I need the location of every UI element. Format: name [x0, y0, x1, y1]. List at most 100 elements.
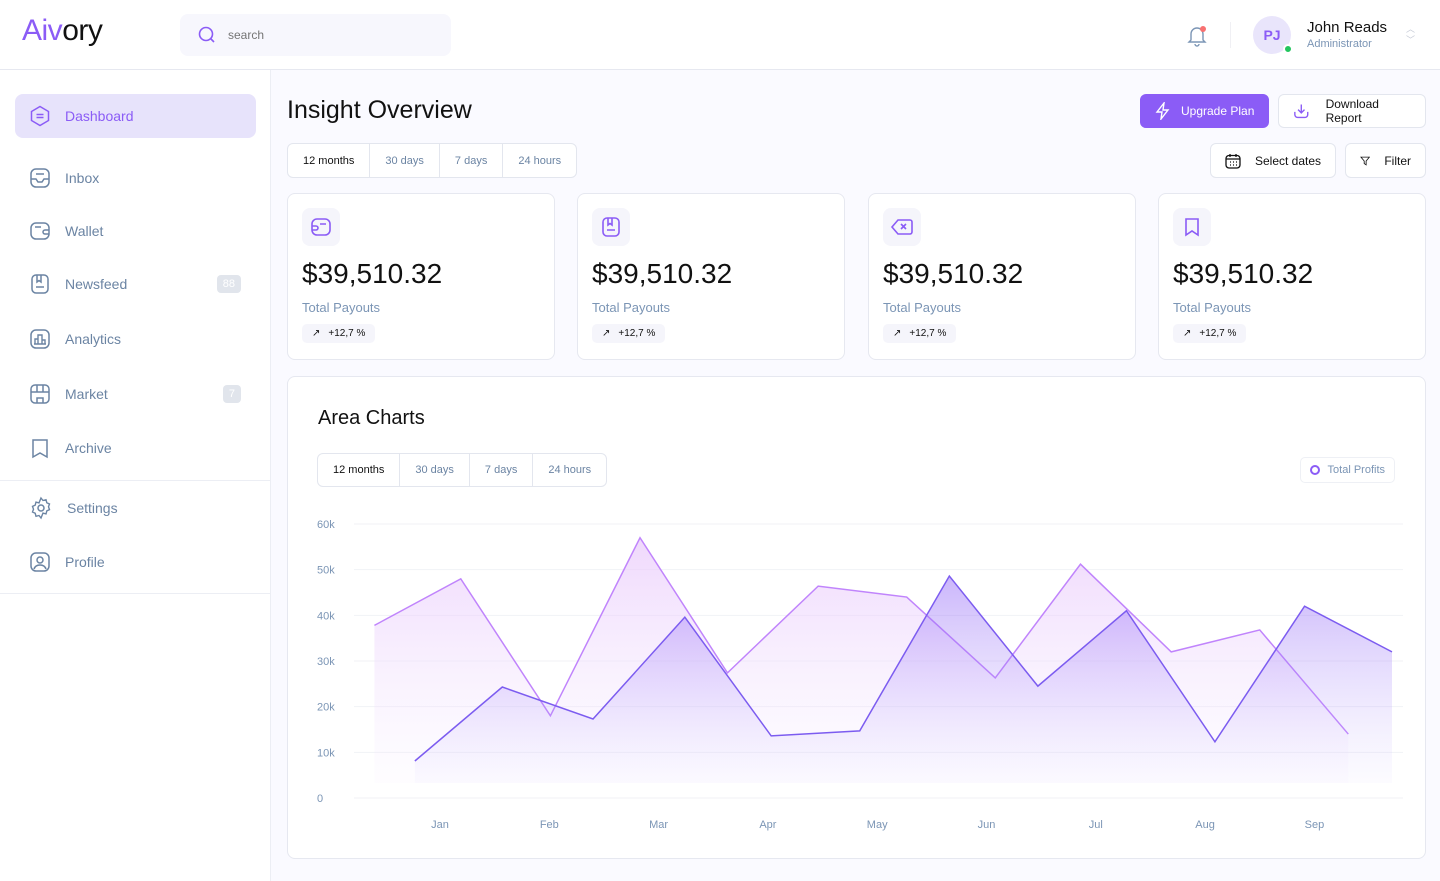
sidebar-item-wallet[interactable]: Wallet [15, 209, 256, 253]
legend-marker [1309, 465, 1320, 475]
download-icon [1294, 104, 1309, 119]
tab-7-days[interactable]: 7 days [438, 144, 502, 177]
x-tick-label: Sep [1305, 819, 1325, 831]
stat-card: $39,510.32 Total Payouts ↗ +12,7 % [1158, 193, 1426, 360]
trend-up-icon: ↗ [1183, 328, 1192, 339]
sidebar-divider [0, 593, 271, 594]
stat-label: Total Payouts [1173, 300, 1252, 315]
clear-tag-icon [883, 208, 921, 246]
y-tick-label: 20k [317, 702, 335, 714]
tab-12-months[interactable]: 12 months [303, 154, 355, 167]
trend-up-icon: ↗ [893, 328, 902, 339]
tab-30-days[interactable]: 30 days [369, 144, 439, 177]
sidebar-item-market[interactable]: Market 7 [15, 372, 256, 416]
stat-value: $39,510.32 [883, 258, 1024, 289]
profile-icon [30, 552, 50, 572]
search-box[interactable] [180, 14, 451, 56]
avatar[interactable]: PJ [1253, 16, 1293, 54]
x-tick-label: Jun [978, 819, 996, 831]
stat-card: $39,510.32 Total Payouts ↗ +12,7 % [577, 193, 845, 360]
calendar-icon [1225, 153, 1241, 169]
trend-up-icon: ↗ [602, 328, 611, 339]
wallet-icon [302, 208, 340, 246]
filter-button[interactable]: Filter [1345, 143, 1426, 178]
tab-7-days[interactable]: 7 days [468, 454, 532, 486]
newsfeed-icon [592, 208, 630, 246]
dashboard-icon [30, 105, 50, 127]
series-light-line [374, 536, 1349, 735]
sidebar-item-inbox[interactable]: Inbox [15, 156, 256, 200]
newsfeed-count-badge: 88 [216, 275, 241, 293]
search-icon [198, 26, 215, 43]
sidebar-item-archive[interactable]: Archive [15, 426, 256, 470]
analytics-icon [30, 329, 50, 349]
tab-24-hours[interactable]: 24 hours [502, 144, 576, 177]
sidebar-item-dashboard[interactable]: Dashboard [15, 94, 256, 138]
archive-icon [32, 439, 48, 459]
settings-icon [31, 496, 51, 520]
download-report-button[interactable]: Download Report [1278, 94, 1426, 128]
market-icon [30, 384, 50, 404]
x-tick-label: Jul [1089, 819, 1103, 831]
stat-label: Total Payouts [592, 300, 671, 315]
sidebar: Dashboard Inbox Wallet Newsfeed 88 Analyt… [0, 70, 271, 881]
stat-label: Total Payouts [883, 300, 962, 315]
y-tick-label: 50k [317, 565, 335, 577]
wallet-icon [30, 222, 50, 240]
y-tick-label: 10k [317, 747, 335, 759]
series-dark-line [414, 574, 1393, 762]
stat-change: ↗ +12,7 % [883, 324, 957, 343]
select-dates-button[interactable]: Select dates [1210, 143, 1337, 178]
y-tick-label: 40k [317, 610, 335, 622]
page-title: Insight Overview [287, 96, 472, 124]
header-divider [1230, 22, 1231, 48]
stat-change: ↗ +12,7 % [302, 324, 376, 343]
stat-label: Total Payouts [302, 300, 381, 315]
sidebar-item-settings[interactable]: Settings [15, 486, 256, 530]
x-tick-label: Feb [540, 819, 559, 831]
market-count-badge: 7 [222, 385, 241, 403]
filter-icon [1360, 156, 1371, 166]
account-menu-chevron-icon[interactable]: ︿ ﹀ [1406, 24, 1416, 45]
chart-title: Area Charts [318, 407, 425, 429]
bookmark-icon [1173, 208, 1211, 246]
overview-range-tabs: 12 months 30 days 7 days 24 hours [287, 143, 578, 178]
series-dark-area [414, 576, 1393, 783]
stat-change: ↗ +12,7 % [1173, 324, 1247, 343]
tab-30-days[interactable]: 30 days [399, 454, 469, 486]
stat-value: $39,510.32 [1173, 258, 1314, 289]
stat-value: $39,510.32 [592, 258, 733, 289]
user-name: John Reads [1307, 19, 1388, 36]
x-tick-label: Aug [1195, 819, 1215, 831]
x-tick-label: Apr [759, 819, 776, 831]
stat-change: ↗ +12,7 % [592, 324, 666, 343]
inbox-icon [30, 168, 50, 188]
y-tick-label: 30k [317, 656, 335, 668]
stat-value: $39,510.32 [302, 258, 443, 289]
sidebar-item-newsfeed[interactable]: Newsfeed 88 [15, 262, 256, 306]
area-chart: 0 10k 20k 30k 40k 50k 60k Jan Feb Mar Apr May Jun Jul… [317, 519, 1403, 831]
notification-bell-icon[interactable] [1186, 24, 1208, 48]
x-tick-label: Mar [649, 819, 668, 831]
x-tick-label: Jan [431, 819, 449, 831]
sidebar-item-profile[interactable]: Profile [15, 540, 256, 584]
tab-24-hours[interactable]: 24 hours [532, 454, 606, 486]
search-input[interactable] [228, 28, 383, 42]
upgrade-plan-button[interactable]: Upgrade Plan [1140, 94, 1270, 128]
chart-legend[interactable]: Total Profits [1299, 457, 1395, 483]
newsfeed-icon [31, 274, 49, 294]
user-role: Administrator [1307, 38, 1372, 50]
stat-card: $39,510.32 Total Payouts ↗ +12,7 % [287, 193, 555, 360]
top-header: Aivory PJ John Reads Administrator ︿﹀ [0, 0, 1440, 70]
stat-card: $39,510.32 Total Payouts ↗ +12,7 % [868, 193, 1136, 360]
sidebar-divider [0, 480, 271, 481]
sidebar-item-analytics[interactable]: Analytics [15, 317, 256, 361]
tab-12-months[interactable]: 12 months [333, 464, 385, 476]
logo[interactable]: Aivory [22, 14, 103, 47]
area-chart-card: Area Charts 12 months 30 days 7 days 24 … [287, 376, 1426, 859]
y-tick-label: 60k [317, 519, 335, 531]
chart-range-tabs: 12 months 30 days 7 days 24 hours [317, 453, 608, 487]
y-tick-label: 0 [317, 793, 323, 805]
lightning-icon [1155, 102, 1170, 120]
online-status-dot [1283, 44, 1293, 54]
